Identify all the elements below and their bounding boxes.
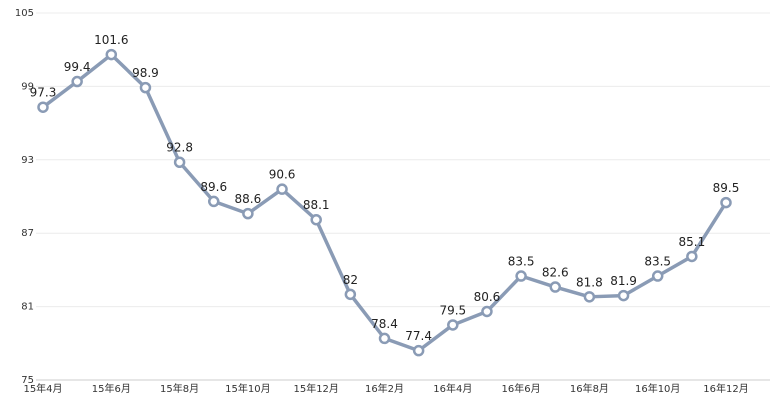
- value-label: 101.6: [94, 33, 128, 47]
- data-point: [720, 196, 732, 209]
- y-tick-label: 105: [15, 8, 34, 19]
- x-tick-label: 16年6月: [502, 382, 541, 395]
- value-label: 90.6: [269, 168, 296, 182]
- x-tick-label: 16年10月: [635, 382, 680, 395]
- x-tick-label: 15年12月: [293, 382, 338, 395]
- data-point: [173, 156, 186, 168]
- value-label: 98.9: [132, 66, 159, 80]
- data-point: [515, 270, 527, 282]
- y-tick-label: 87: [21, 228, 34, 239]
- value-label: 82: [343, 273, 358, 287]
- data-point: [37, 101, 49, 113]
- x-tick-label: 16年8月: [570, 382, 609, 395]
- value-label: 89.5: [713, 181, 740, 195]
- value-label: 82.6: [542, 266, 569, 280]
- data-point: [242, 207, 254, 220]
- data-point: [378, 332, 391, 345]
- data-point: [71, 75, 83, 88]
- data-point: [686, 250, 698, 263]
- value-label: 83.5: [644, 255, 671, 269]
- value-label: 88.6: [235, 192, 262, 206]
- y-tick-label: 99: [21, 81, 34, 92]
- value-label: 81.8: [576, 275, 603, 289]
- value-label: 97.3: [30, 86, 57, 100]
- value-label: 80.6: [474, 290, 501, 304]
- x-tick-label: 16年12月: [703, 382, 748, 395]
- value-label: 99.4: [64, 60, 91, 74]
- value-label: 77.4: [405, 329, 432, 343]
- data-point: [617, 289, 630, 302]
- x-tick-label: 15年8月: [160, 382, 199, 395]
- value-label: 83.5: [508, 255, 535, 269]
- data-point: [139, 81, 152, 94]
- x-tick-label: 15年10月: [225, 382, 270, 395]
- value-label: 92.8: [166, 141, 193, 155]
- y-tick-label: 93: [21, 155, 34, 166]
- data-point: [583, 291, 596, 303]
- value-label: 78.4: [371, 317, 398, 331]
- x-tick-label: 16年4月: [433, 382, 472, 395]
- y-tick-label: 75: [21, 375, 34, 386]
- data-point: [447, 319, 459, 331]
- value-label: 81.9: [610, 274, 637, 288]
- data-point: [276, 183, 288, 195]
- y-tick-label: 81: [21, 302, 34, 313]
- data-point: [481, 305, 493, 318]
- data-point: [651, 270, 664, 282]
- data-point: [412, 344, 425, 357]
- data-point: [310, 213, 322, 226]
- x-tick-label: 15年4月: [23, 382, 62, 395]
- data-point: [105, 48, 118, 61]
- value-label: 89.6: [200, 180, 227, 194]
- value-label: 79.5: [439, 303, 466, 317]
- data-point: [208, 195, 220, 208]
- x-tick-label: 15年6月: [92, 382, 131, 395]
- data-point: [344, 288, 357, 301]
- value-label: 85.1: [678, 235, 705, 249]
- data-point: [549, 281, 561, 293]
- value-label: 88.1: [303, 198, 330, 212]
- x-tick-label: 16年2月: [365, 382, 404, 395]
